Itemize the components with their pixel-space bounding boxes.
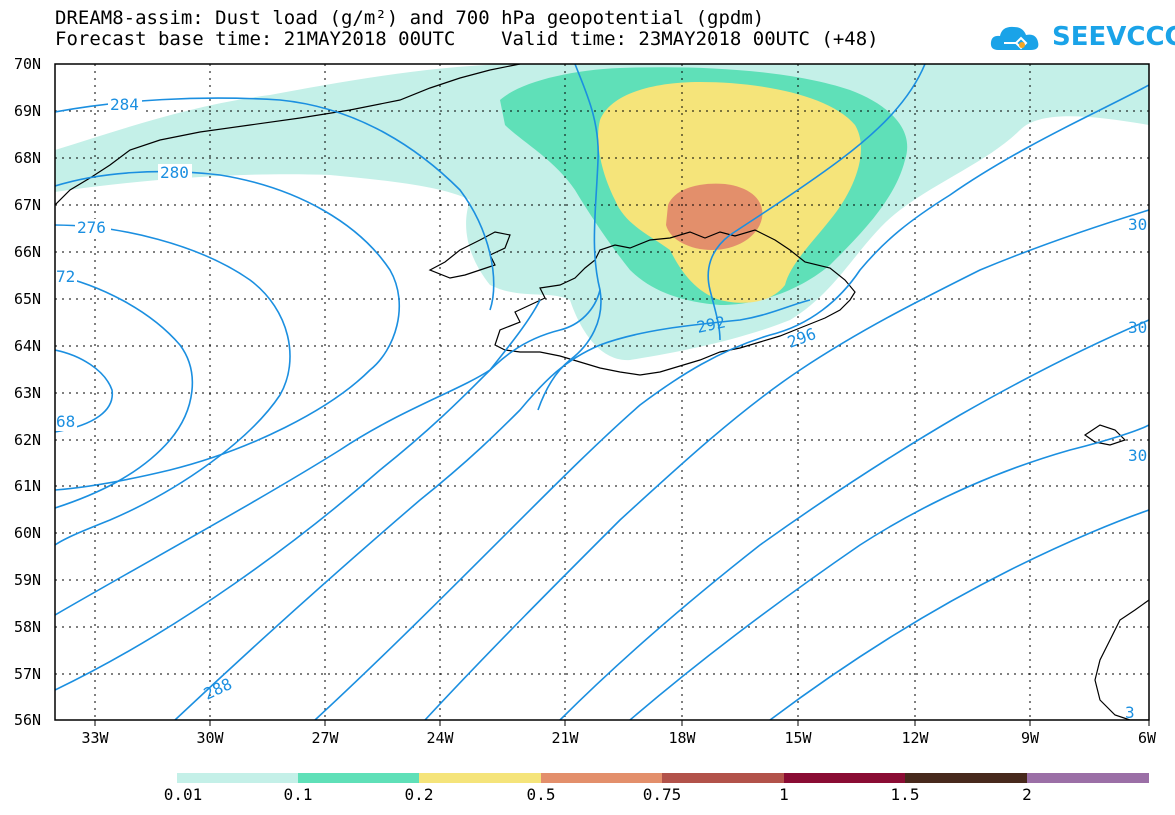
contour-label-288: 288: [201, 674, 235, 703]
contour-label-312: 3: [1125, 703, 1135, 722]
contour-272: [55, 274, 194, 509]
lon-label: 33W: [81, 729, 109, 747]
cloud-icon: [990, 26, 1039, 50]
colorbar: [177, 773, 1149, 783]
colorbar-label: 0.75: [642, 785, 682, 804]
seevccc-logo: [990, 26, 1039, 50]
colorbar-label: 0.5: [526, 785, 556, 804]
map-title: DREAM8-assim: Dust load (g/m²) and 700 h…: [55, 7, 765, 29]
contour-iceland-inner: [537, 64, 602, 411]
contour-268: [55, 349, 114, 433]
lat-label: 56N: [14, 711, 41, 729]
colorbar-swatch: [298, 773, 419, 783]
contour-288: [55, 299, 541, 616]
dust-shading: [55, 64, 1149, 361]
colorbar-swatch: [177, 773, 298, 783]
westfjords-coast: [428, 231, 511, 279]
scotland-coast: [1094, 599, 1149, 720]
lat-label: 67N: [14, 196, 41, 214]
coastlines: [55, 64, 1149, 720]
latitude-labels: 70N 69N 68N 67N 66N 65N 64N 63N 62N 61N …: [14, 55, 41, 729]
logo-text: SEEVCCC: [1052, 22, 1175, 52]
map-frame: [54, 63, 1150, 721]
contour-label-308: 30: [1128, 446, 1147, 465]
contour-label-280: 280: [160, 163, 189, 182]
colorbar-label: 2: [1022, 785, 1032, 804]
geopotential-contours: [55, 64, 1149, 720]
colorbar-swatch: [541, 773, 662, 783]
colorbar-swatch: [905, 773, 1027, 783]
colorbar-label: 0.2: [404, 785, 434, 804]
dust-band-0.5: [666, 183, 763, 250]
contour-300: [424, 209, 1149, 720]
colorbar-label: 1: [779, 785, 789, 804]
contour-iceland-east: [707, 64, 926, 341]
lat-label: 62N: [14, 431, 41, 449]
contour-312: [769, 509, 1149, 720]
lon-label: 30W: [196, 729, 224, 747]
colorbar-label: 0.1: [283, 785, 313, 804]
lat-label: 68N: [14, 149, 41, 167]
lat-label: 69N: [14, 102, 41, 120]
colorbar-swatch: [662, 773, 784, 783]
map-plot-area: 284 280 276 72 68 288 292 296 30 30 30 3: [55, 64, 1149, 722]
faroe-coast: [1083, 424, 1127, 446]
longitude-labels: 33W 30W 27W 24W 21W 18W 15W 12W 9W 6W: [81, 729, 1157, 747]
contour-296: [314, 84, 1149, 720]
lon-label: 15W: [784, 729, 812, 747]
contour-284: [55, 97, 495, 311]
lon-label: 6W: [1138, 729, 1157, 747]
contour-label-284: 284: [110, 95, 139, 114]
contour-304: [559, 319, 1149, 720]
colorbar-swatch: [1027, 773, 1149, 783]
lat-label: 61N: [14, 477, 41, 495]
lon-label: 9W: [1021, 729, 1040, 747]
lat-label: 57N: [14, 665, 41, 683]
contour-276: [55, 224, 291, 546]
colorbar-label: 1.5: [890, 785, 920, 804]
colorbar-swatch: [419, 773, 541, 783]
lat-label: 70N: [14, 55, 41, 73]
lon-label: 21W: [551, 729, 579, 747]
greenland-coast: [55, 64, 521, 206]
lon-label: 18W: [668, 729, 696, 747]
forecast-times: Forecast base time: 21MAY2018 00UTC Vali…: [55, 28, 879, 50]
iceland-coast: [494, 229, 856, 376]
contour-label-300: 30: [1128, 215, 1147, 234]
lon-label: 27W: [311, 729, 339, 747]
colorbar-swatch: [784, 773, 905, 783]
lat-label: 64N: [14, 337, 41, 355]
graticule: [55, 64, 1149, 720]
contour-label-276: 276: [77, 218, 106, 237]
contour-label-304: 30: [1128, 318, 1147, 337]
contour-292: [174, 299, 811, 720]
contour-label-272: 72: [56, 267, 75, 286]
colorbar-label: 0.01: [163, 785, 203, 804]
lat-label: 66N: [14, 243, 41, 261]
contour-288b: [55, 289, 601, 691]
lon-label: 12W: [901, 729, 929, 747]
lon-label: 24W: [426, 729, 454, 747]
lat-label: 58N: [14, 618, 41, 636]
lat-label: 65N: [14, 290, 41, 308]
contour-280: [55, 170, 400, 491]
contour-308: [629, 424, 1149, 720]
contour-label-268: 68: [56, 412, 75, 431]
lat-label: 59N: [14, 571, 41, 589]
lat-label: 60N: [14, 524, 41, 542]
lat-label: 63N: [14, 384, 41, 402]
axis-ticks: [94, 720, 1150, 726]
